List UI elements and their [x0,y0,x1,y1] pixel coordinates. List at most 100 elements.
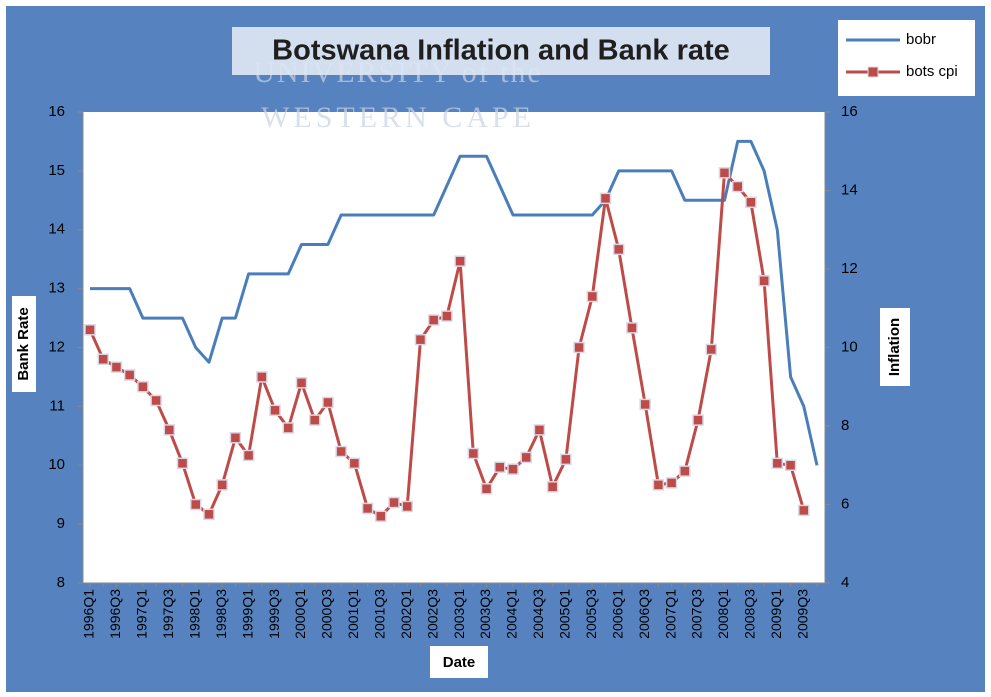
data-point [269,404,281,417]
data-point [322,396,334,409]
data-point [520,451,532,464]
series-line [90,139,819,466]
y-tick-label: 15 [48,162,65,179]
x-axis-label: Date [443,654,476,671]
x-tick-label: 2008Q1 [715,589,731,639]
data-point [203,508,215,521]
data-point [427,314,440,326]
data-point [718,167,731,179]
data-point [507,463,519,475]
data-point [705,343,718,356]
data-point [441,310,453,322]
x-tick-label: 2004Q1 [504,589,520,639]
title-box [232,27,770,75]
legend-box [838,20,975,96]
x-tick-label: 1997Q3 [160,589,176,639]
data-point [401,500,413,513]
chart-title: Botswana Inflation and Bank rate [272,35,730,67]
data-point [163,424,176,436]
data-point [639,398,651,411]
data-point [176,457,189,470]
legend-label: bots cpi [906,63,958,80]
x-tick-label: 2009Q3 [794,589,810,639]
x-tick-label: 1996Q1 [81,589,97,639]
data-point [494,461,506,473]
x-tick-label: 2003Q1 [451,589,467,639]
watermark: WESTERN CAPE [261,101,535,134]
x-tick-label: 1996Q3 [107,589,123,639]
y-axis-label: Bank Rate [15,307,32,380]
data-point [573,341,585,354]
data-point [546,481,559,493]
data-point [745,196,757,209]
data-point [361,502,374,515]
legend-marker [867,66,879,78]
data-point [335,445,347,458]
data-point [586,290,599,303]
data-point [731,180,744,193]
data-point [560,453,572,466]
y2-tick-label: 12 [841,260,858,277]
data-point [414,333,427,346]
y2-tick-label: 16 [841,103,858,120]
data-point [771,457,784,470]
y-tick-label: 8 [57,574,65,591]
data-point [612,243,625,256]
x-tick-label: 1999Q1 [239,589,255,639]
data-point [137,381,149,393]
data-point [242,449,255,462]
x-tick-label: 1998Q3 [213,589,229,639]
y-tick-label: 12 [48,338,65,355]
x-tick-label: 2005Q1 [557,589,573,639]
y2-tick-label: 4 [841,574,849,591]
data-point [652,479,665,491]
data-point [97,353,109,366]
x-tick-label: 2009Q1 [768,589,784,639]
y2-tick-label: 14 [841,181,858,198]
x-tick-label: 2008Q3 [742,589,758,639]
y-tick-label: 9 [57,515,65,532]
data-point [679,465,691,477]
data-point [599,192,612,205]
x-tick-label: 2006Q3 [636,589,652,639]
x-tick-label: 2003Q3 [477,589,493,639]
y-tick-label: 14 [48,221,65,238]
data-point [308,414,321,426]
x-tick-label: 2000Q3 [319,589,335,639]
y-label-box [12,296,36,392]
plot-area [83,112,825,583]
data-point [123,369,136,381]
data-point [256,371,268,383]
data-point [189,498,202,511]
y2-axis-label: Inflation [886,318,903,376]
x-tick-label: 2007Q1 [662,589,678,639]
data-point [758,275,770,287]
data-point [467,447,480,460]
x-tick-label: 2002Q1 [398,589,414,639]
data-point [375,510,387,523]
data-point [692,414,704,426]
x-tick-label: 2006Q1 [609,589,625,639]
x-tick-label: 1999Q3 [266,589,282,639]
y-tick-label: 11 [49,397,65,414]
x-tick-label: 2002Q3 [424,589,440,639]
y2-tick-label: 10 [841,338,858,355]
y-tick-label: 16 [48,103,65,120]
x-tick-label: 2004Q3 [530,589,546,639]
x-tick-label: 2007Q3 [689,589,705,639]
data-point [150,394,162,407]
data-point [454,255,466,267]
data-point [480,483,493,495]
data-point [282,422,295,434]
data-point [84,324,96,336]
data-point [533,424,546,436]
y-tick-label: 10 [48,456,65,473]
y2-tick-label: 8 [841,417,849,434]
x-tick-label: 1998Q1 [186,589,202,639]
data-point [295,377,308,389]
data-point [798,504,810,517]
data-point [388,496,400,509]
x-tick-label: 2001Q3 [372,589,388,639]
data-point [665,477,678,489]
